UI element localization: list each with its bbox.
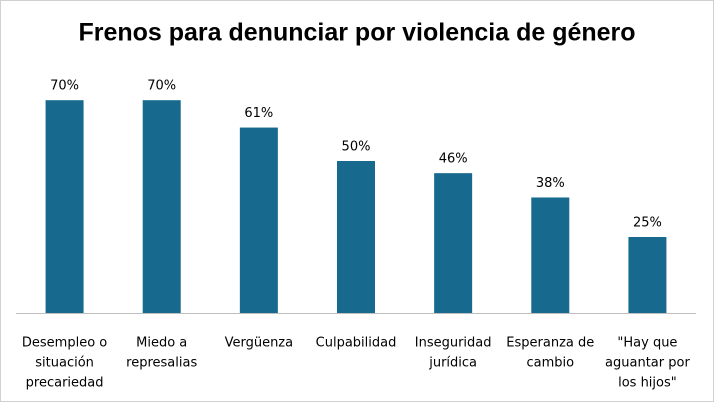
bar <box>531 197 570 313</box>
x-tick-label: Desempleo o <box>22 336 107 351</box>
value-label: 46% <box>439 152 468 167</box>
chart-title: Frenos para denunciar por violencia de g… <box>78 19 635 47</box>
x-tick-label: Inseguridad <box>415 336 492 351</box>
x-tick-label: Vergüenza <box>225 336 294 351</box>
x-tick-label: Miedo a <box>136 336 187 351</box>
x-tick-label: los hijos" <box>618 376 677 391</box>
value-label: 70% <box>50 79 79 94</box>
value-label: 25% <box>633 216 662 231</box>
bar <box>239 127 278 313</box>
x-tick-label: cambio <box>526 356 574 371</box>
x-tick-label: "Hay que <box>617 336 677 351</box>
bar <box>628 237 667 313</box>
value-label: 38% <box>536 176 565 191</box>
bar <box>142 100 181 313</box>
value-label: 50% <box>342 140 371 155</box>
x-tick-label: situación <box>35 356 94 371</box>
value-label: 61% <box>244 106 273 121</box>
x-tick-label: Esperanza de <box>506 336 594 351</box>
x-tick-label: aguantar por <box>605 356 690 371</box>
bar <box>45 100 84 313</box>
bar <box>337 161 375 313</box>
bar <box>434 173 473 313</box>
value-label: 70% <box>147 79 176 94</box>
x-tick-label: represalias <box>126 356 197 371</box>
x-tick-label: jurídica <box>428 356 477 371</box>
x-tick-label: Culpabilidad <box>316 336 397 351</box>
x-tick-label: precariedad <box>26 376 104 391</box>
